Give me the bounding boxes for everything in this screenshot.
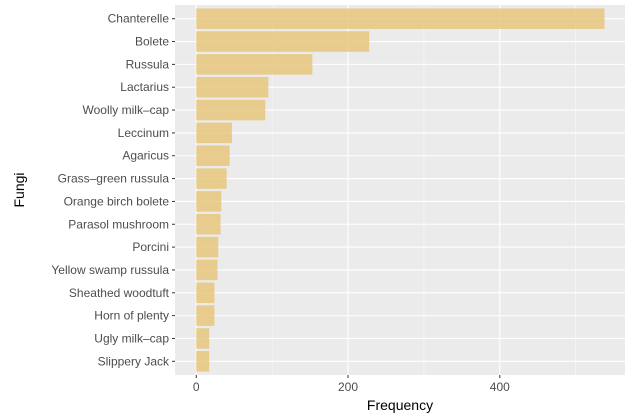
y-tick-label: Orange birch bolete [64,194,170,208]
bar [196,168,227,189]
bar [196,54,313,75]
y-tick-label: Lactarius [120,80,169,94]
y-tick-label: Sheathed woodtuft [69,286,170,300]
bar [196,328,210,349]
y-tick-label: Grass–green russula [58,172,170,186]
bar [196,99,266,121]
bar [196,259,218,281]
x-tick-label: 0 [193,380,200,394]
bar [196,145,230,167]
bar [196,76,269,98]
bar [196,213,221,235]
bar [196,282,215,304]
bar [196,8,605,29]
y-tick-label: Slippery Jack [98,354,170,368]
y-tick-label: Russula [126,57,170,71]
bar [196,122,232,144]
x-tick-label: 400 [490,380,510,394]
y-axis-title: Fungi [11,172,27,207]
y-tick-label: Horn of plenty [94,309,169,323]
bar [196,305,215,326]
y-tick-label: Agaricus [122,149,169,163]
y-tick-label: Yellow swamp russula [51,263,169,277]
x-axis: 0 200 400 [193,375,510,394]
bar [196,191,222,212]
x-tick-label: 200 [338,380,358,394]
y-tick-label: Bolete [135,35,169,49]
y-tick-label: Porcini [132,240,169,254]
x-axis-title: Frequency [367,397,433,413]
y-axis: Chanterelle Bolete Russula Lactarius Woolly … [51,12,175,368]
bar [196,236,219,258]
bar [196,351,210,372]
y-tick-label: Ugly milk–cap [94,331,169,345]
y-tick-label: Woolly milk–cap [83,103,170,117]
y-tick-label: Chanterelle [108,12,170,26]
y-tick-label: Parasol mushroom [68,217,169,231]
bar [196,31,370,52]
y-tick-label: Leccinum [118,126,169,140]
bars [196,8,605,372]
